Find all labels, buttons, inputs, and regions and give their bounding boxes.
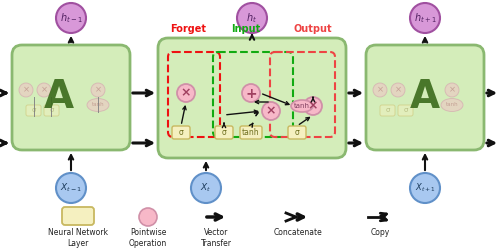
Circle shape [242,84,260,102]
Circle shape [373,83,387,97]
Text: Output: Output [294,24,333,34]
Circle shape [37,83,51,97]
Text: tanh: tanh [294,103,310,109]
Text: Pointwise
Operation: Pointwise Operation [129,228,167,248]
Text: ×: × [181,86,191,100]
Text: tanh: tanh [242,128,260,137]
Text: tanh: tanh [446,103,458,108]
Text: A: A [410,79,440,116]
Text: $h_{t-1}$: $h_{t-1}$ [60,11,82,25]
Circle shape [139,208,157,226]
Text: A: A [44,79,74,116]
Text: ×: × [394,85,402,94]
Text: ×: × [94,85,102,94]
Text: ×: × [308,100,318,112]
Circle shape [19,83,33,97]
Ellipse shape [87,99,109,111]
Ellipse shape [291,100,313,112]
FancyBboxPatch shape [240,126,262,139]
Circle shape [177,84,195,102]
Text: +: + [245,86,257,101]
Text: Copy: Copy [370,228,390,237]
FancyBboxPatch shape [380,105,395,116]
Text: Forget: Forget [170,24,206,34]
Text: σ: σ [178,128,184,137]
Ellipse shape [441,99,463,111]
Text: σ: σ [404,108,407,113]
Text: ×: × [376,85,384,94]
Text: ×: × [22,85,30,94]
FancyBboxPatch shape [288,126,306,139]
Text: ×: × [448,85,456,94]
FancyBboxPatch shape [172,126,190,139]
FancyBboxPatch shape [158,38,346,158]
Circle shape [445,83,459,97]
Text: $h_t$: $h_t$ [246,11,258,25]
Text: Neural Network
Layer: Neural Network Layer [48,228,108,248]
Circle shape [262,102,280,120]
Circle shape [191,173,221,203]
Text: ×: × [266,105,276,117]
FancyBboxPatch shape [26,105,41,116]
Circle shape [56,3,86,33]
Text: σ: σ [294,128,300,137]
FancyBboxPatch shape [366,45,484,150]
Text: σ: σ [222,128,226,137]
Text: σ: σ [386,108,390,113]
Text: Vector
Transfer: Vector Transfer [200,228,232,248]
Circle shape [56,173,86,203]
FancyBboxPatch shape [215,126,233,139]
Text: $X_t$: $X_t$ [200,182,211,194]
Circle shape [410,3,440,33]
FancyBboxPatch shape [62,207,94,225]
Text: $X_{t+1}$: $X_{t+1}$ [414,182,436,194]
Circle shape [391,83,405,97]
Text: $X_{t-1}$: $X_{t-1}$ [60,182,82,194]
Text: ×: × [40,85,48,94]
FancyBboxPatch shape [44,105,59,116]
Text: $h_{t+1}$: $h_{t+1}$ [414,11,436,25]
Text: Input: Input [232,24,260,34]
Circle shape [237,3,267,33]
Circle shape [410,173,440,203]
Circle shape [91,83,105,97]
Text: σ: σ [50,108,54,113]
Circle shape [304,97,322,115]
FancyBboxPatch shape [398,105,413,116]
Text: tanh: tanh [92,103,104,108]
Text: Concatenate: Concatenate [274,228,322,237]
FancyBboxPatch shape [12,45,130,150]
Text: σ: σ [32,108,36,113]
